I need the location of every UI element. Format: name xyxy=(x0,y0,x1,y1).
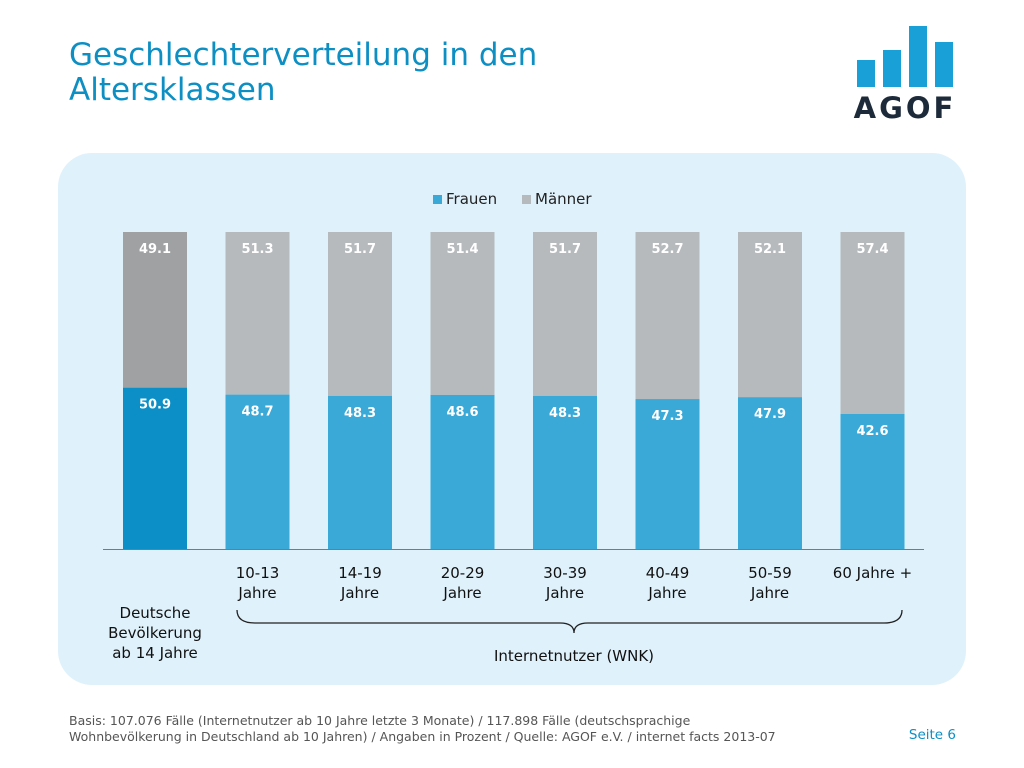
legend-label-frauen: Frauen xyxy=(446,190,497,208)
footer-basis-line-2: Wohnbevölkerung in Deutschland ab 10 Jah… xyxy=(69,729,776,744)
legend-swatch-maenner xyxy=(522,195,531,204)
legend-swatch-frauen xyxy=(433,195,442,204)
group-label-internet: Internetnutzer (WNK) xyxy=(494,647,654,665)
data-label-maenner-1: 51.3 xyxy=(241,242,273,257)
category-label-3-0: 20-29 xyxy=(441,564,485,582)
logo-bar-4 xyxy=(935,42,953,87)
category-label-4-1: Jahre xyxy=(545,584,584,602)
logo-bar-3 xyxy=(909,26,927,87)
group-label-population-2: ab 14 Jahre xyxy=(112,644,198,662)
data-label-frauen-4: 48.3 xyxy=(549,406,581,421)
bar-frauen-6 xyxy=(738,397,802,549)
category-label-6-1: Jahre xyxy=(750,584,789,602)
page-title: Geschlechterverteilung in den Altersklas… xyxy=(69,38,689,108)
bar-maenner-0 xyxy=(123,232,187,388)
bar-maenner-5 xyxy=(635,232,700,400)
data-label-frauen-3: 48.6 xyxy=(446,405,478,420)
title-line-2: Altersklassen xyxy=(69,72,276,108)
footer-basis: Basis: 107.076 Fälle (Internetnutzer ab … xyxy=(69,713,869,745)
bar-frauen-3 xyxy=(430,394,495,549)
bar-frauen-5 xyxy=(635,399,700,549)
data-label-frauen-2: 48.3 xyxy=(344,406,376,421)
footer-basis-line-1: Basis: 107.076 Fälle (Internetnutzer ab … xyxy=(69,713,691,728)
data-label-maenner-7: 57.4 xyxy=(856,242,888,257)
category-label-1-0: 10-13 xyxy=(236,564,280,582)
group-label-population-1: Bevölkerung xyxy=(108,624,202,642)
bar-frauen-0 xyxy=(123,387,187,549)
agof-logo: AGOF xyxy=(854,26,957,124)
logo-bar-1 xyxy=(857,60,875,87)
group-label-population-0: Deutsche xyxy=(120,604,191,622)
data-label-maenner-3: 51.4 xyxy=(446,242,478,257)
data-label-frauen-6: 47.9 xyxy=(754,407,786,422)
category-label-5-1: Jahre xyxy=(647,584,686,602)
category-label-7-0: 60 Jahre + xyxy=(833,564,912,582)
bar-maenner-6 xyxy=(738,232,802,398)
title-line-1: Geschlechterverteilung in den xyxy=(69,37,538,73)
data-label-maenner-6: 52.1 xyxy=(754,242,786,257)
category-label-4-0: 30-39 xyxy=(543,564,587,582)
bar-maenner-4 xyxy=(533,232,597,396)
legend-label-maenner: Männer xyxy=(535,190,592,208)
page-number: Seite 6 xyxy=(908,727,956,743)
data-label-maenner-5: 52.7 xyxy=(651,242,683,257)
bar-frauen-1 xyxy=(225,394,290,549)
data-label-maenner-2: 51.7 xyxy=(344,242,376,257)
category-label-5-0: 40-49 xyxy=(646,564,690,582)
category-label-3-1: Jahre xyxy=(442,584,481,602)
bar-maenner-1 xyxy=(225,232,290,395)
category-label-2-0: 14-19 xyxy=(338,564,382,582)
bar-maenner-7 xyxy=(840,232,905,414)
data-label-frauen-0: 50.9 xyxy=(139,398,171,413)
category-label-6-0: 50-59 xyxy=(748,564,792,582)
logo-text: AGOF xyxy=(854,91,957,124)
data-label-maenner-4: 51.7 xyxy=(549,242,581,257)
category-label-2-1: Jahre xyxy=(340,584,379,602)
brace-internet-users xyxy=(236,609,903,634)
data-label-frauen-7: 42.6 xyxy=(856,424,888,439)
bar-frauen-7 xyxy=(840,413,905,549)
bar-frauen-4 xyxy=(533,395,597,549)
data-label-maenner-0: 49.1 xyxy=(139,242,171,257)
chart-panel xyxy=(58,153,966,685)
bar-maenner-2 xyxy=(328,232,392,396)
data-label-frauen-1: 48.7 xyxy=(241,405,273,420)
data-label-frauen-5: 47.3 xyxy=(651,409,683,424)
bar-maenner-3 xyxy=(430,232,495,395)
category-label-1-1: Jahre xyxy=(237,584,276,602)
logo-bar-2 xyxy=(883,50,901,87)
bar-frauen-2 xyxy=(328,395,392,549)
